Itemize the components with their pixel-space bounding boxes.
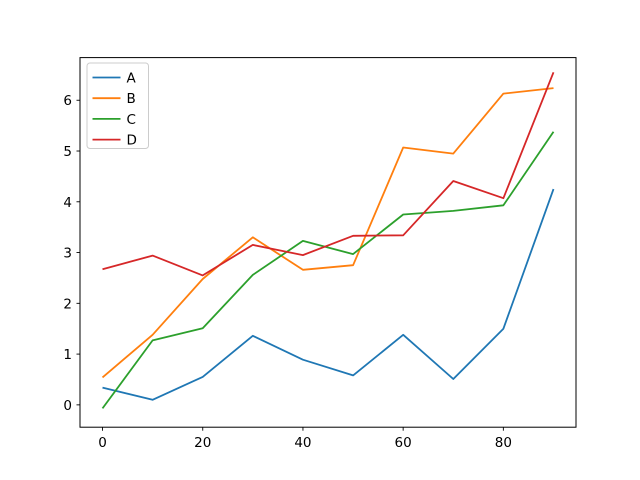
series-line-B [101,87,554,379]
legend-label-B: B [127,91,136,107]
x-tick-label: 80 [495,435,512,451]
legend-label-A: A [127,71,137,87]
legend-label-C: C [127,112,136,128]
y-tick-label: 0 [63,398,72,414]
y-tick-label: 3 [63,246,72,262]
series-line-C [101,131,555,409]
y-tick-label: 6 [63,93,72,109]
legend-box [86,62,149,149]
y-tick-label: 5 [63,144,72,160]
series-line-A [102,188,555,401]
x-tick-label: 0 [98,435,107,451]
y-tick-label: 1 [63,347,72,363]
y-tick-label: 2 [63,296,72,312]
y-tick-label: 4 [63,195,72,211]
x-tick-label: 60 [395,435,412,451]
legend-label-D: D [127,133,137,149]
x-tick-label: 20 [194,435,211,451]
x-tick-label: 40 [294,435,311,451]
series-line-D [102,71,555,277]
plot-frame [79,57,577,428]
